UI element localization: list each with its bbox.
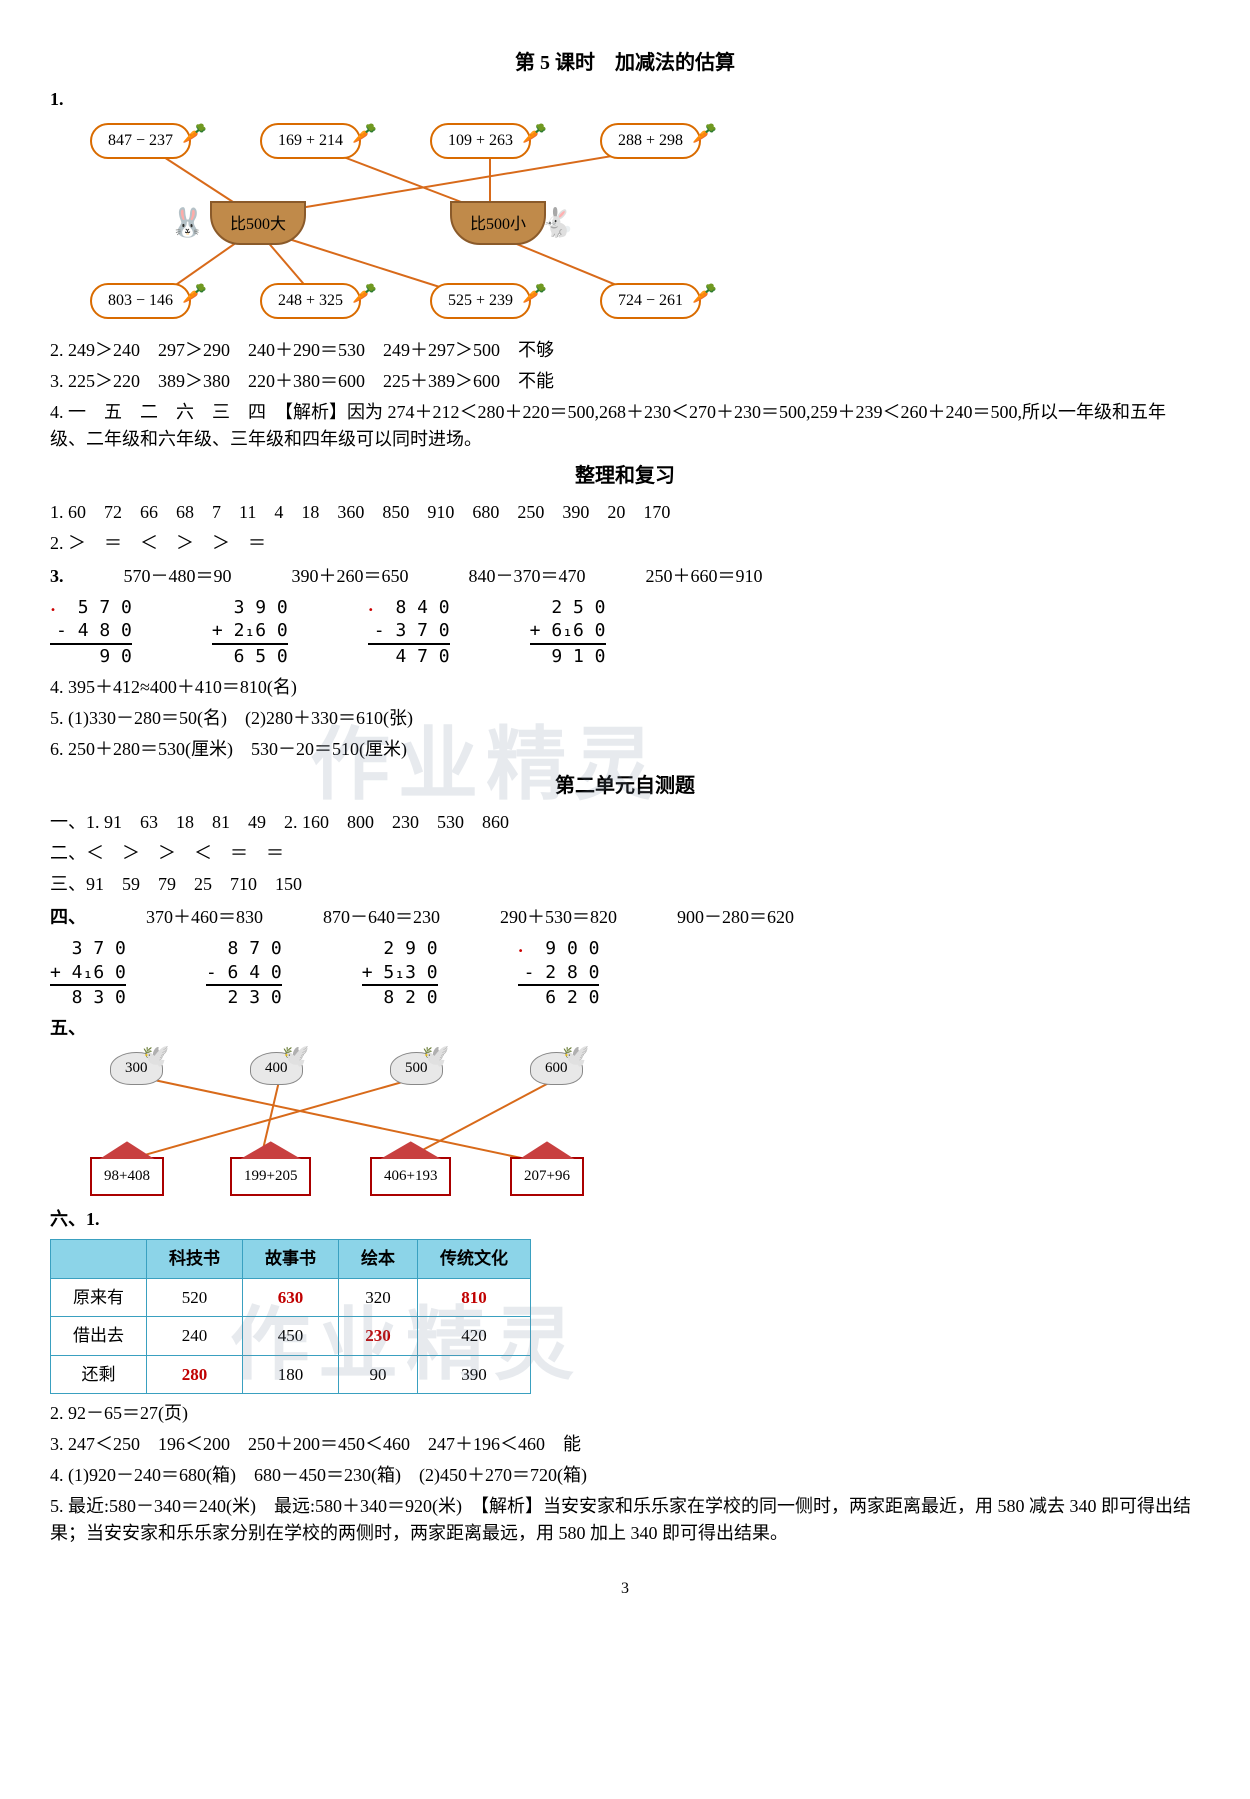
vertical-calc: 2 5 0+ 6₁6 0 9 1 0 [530,596,606,668]
u2-p6: 六、1. 科技书故事书绘本传统文化原来有520630320810 借出去24045… [50,1206,1200,1394]
q1-label: 1. [50,89,64,109]
rev-q6: 6. 250＋280＝530(厘米) 530－20＝510(厘米) 作业精灵 [50,736,1200,763]
rev-q2: 2. ＞ ＝ ＜ ＞ ＞ ＝ [50,530,1200,557]
rev-q1: 1. 60 72 66 68 7 11 4 18 360 850 910 680… [50,499,1200,526]
rev-q3-eq3: 250＋660＝910 [646,563,763,590]
rev-q5: 5. (1)330－280＝50(名) (2)280＋330＝610(张) [50,705,1200,732]
vertical-calc: • 9 0 0- 2 8 0 6 2 0 [518,937,600,1009]
vertical-calc: • 8 4 0- 3 7 0 4 7 0 [368,596,450,668]
table-header: 科技书 [147,1240,243,1279]
u2-p6-4: 4. (1)920－240＝680(箱) 680－450＝230(箱) (2)4… [50,1462,1200,1489]
house-2: 406+193 [370,1157,451,1196]
carrot-bot-0: 803 − 146 [90,283,191,319]
page-number: 3 [50,1577,1200,1601]
carrot-bot-2: 525 + 239 [430,283,531,319]
u2-p5-label: 五、 [50,1018,86,1038]
carrot-top-0: 847 − 237 [90,123,191,159]
u2-p4-eq3: 900－280＝620 [677,904,794,931]
house-1: 199+205 [230,1157,311,1196]
carrot-bot-3: 724 − 261 [600,283,701,319]
u2-p3: 三、91 59 79 25 710 150 [50,871,1200,898]
table-cell: 390 [418,1355,531,1394]
rabbit-icon-2: 🐇 [540,203,575,245]
unit2-title: 第二单元自测题 [50,771,1200,801]
l5-q4: 4. 一 五 二 六 三 四 【解析】因为 274＋212＜280＋220＝50… [50,399,1200,453]
rev-q3-eqs: 3. 570－480＝90 390＋260＝650 840－370＝470 25… [50,563,1200,590]
rev-q3-eq1: 390＋260＝650 [292,563,409,590]
u2-p6-2: 2. 92－65＝27(页) [50,1400,1200,1427]
rev-q6-text: 6. 250＋280＝530(厘米) 530－20＝510(厘米) [50,739,407,759]
basket-0: 比500大 [210,201,306,245]
u2-p4-label: 四、 [50,904,86,931]
carrot-bot-1: 248 + 325 [260,283,361,319]
rabbit-icon: 🐰 [170,203,205,245]
table-cell: 90 [339,1355,418,1394]
table-header: 故事书 [243,1240,339,1279]
u2-p2: 二、＜ ＞ ＞ ＜ ＝ ＝ [50,840,1200,867]
carrot-top-2: 109 + 263 [430,123,531,159]
table-row-label: 原来有 [51,1278,147,1317]
table-cell: 520 [147,1278,243,1317]
vertical-calc: 8 7 0- 6 4 0 2 3 0 [206,937,282,1009]
u2-p4-eq2: 290＋530＝820 [500,904,617,931]
u2-p6-5: 5. 最近:580－340＝240(米) 最远:580＋340＝920(米) 【… [50,1493,1200,1547]
vertical-calc: • 5 7 0- 4 8 0 9 0 [50,596,132,668]
table-cell: 180 [243,1355,339,1394]
bird-0: 300 [110,1052,163,1085]
vertical-calc: 3 9 0+ 2₁6 0 6 5 0 [212,596,288,668]
table-header: 传统文化 [418,1240,531,1279]
bird-1: 400 [250,1052,303,1085]
house-0: 98+408 [90,1157,164,1196]
table-header: 绘本 [339,1240,418,1279]
basket-1: 比500小 [450,201,546,245]
rev-q3-label: 3. [50,563,64,590]
table-cell: 230 [339,1317,418,1356]
table-cell: 240 [147,1317,243,1356]
bird-2: 500 [390,1052,443,1085]
review-calcs: • 5 7 0- 4 8 0 9 0 3 9 0+ 2₁6 0 6 5 0 • 8… [50,596,1200,668]
q1: 1. 847 − 237 169 + 214 109 + 263 288 + 2… [50,86,1200,333]
review-title: 整理和复习 [50,461,1200,491]
vertical-calc: 3 7 0+ 4₁6 0 8 3 0 [50,937,126,1009]
table-cell: 450 [243,1317,339,1356]
carrot-top-3: 288 + 298 [600,123,701,159]
unit2-calcs: 3 7 0+ 4₁6 0 8 3 0 8 7 0- 6 4 0 2 3 0 2 … [50,937,1200,1009]
table-cell: 280 [147,1355,243,1394]
u2-p6-label: 六、1. [50,1209,100,1229]
rev-q3-eq2: 840－370＝470 [469,563,586,590]
table-cell: 810 [418,1278,531,1317]
table-row-label: 还剩 [51,1355,147,1394]
rev-q3-eq0: 570－480＝90 [124,563,232,590]
table-header [51,1240,147,1279]
u2-p5: 五、 300 400 500 600 98+408 199+205 406+19… [50,1015,1200,1202]
books-table: 科技书故事书绘本传统文化原来有520630320810 借出去2404502304… [50,1239,531,1394]
u2-p4-eq0: 370＋460＝830 [146,904,263,931]
u2-p6-3: 3. 247＜250 196＜200 250＋200＝450＜460 247＋1… [50,1431,1200,1458]
carrot-diagram: 847 − 237 169 + 214 109 + 263 288 + 298 … [50,113,1200,333]
table-cell: 320 [339,1278,418,1317]
rev-q4: 4. 395＋412≈400＋410＝810(名) [50,674,1200,701]
u2-p4-eq1: 870－640＝230 [323,904,440,931]
table-cell: 630 [243,1278,339,1317]
vertical-calc: 2 9 0+ 5₁3 0 8 2 0 [362,937,438,1009]
bird-diagram: 300 400 500 600 98+408 199+205 406+193 2… [50,1042,1200,1202]
u2-p4-eqs: 四、 370＋460＝830 870－640＝230 290＋530＝820 9… [50,904,1200,931]
lesson5-title: 第 5 课时 加减法的估算 [50,48,1200,78]
l5-q3: 3. 225＞220 389＞380 220＋380＝600 225＋389＞6… [50,368,1200,395]
table-cell: 420 [418,1317,531,1356]
u2-p1: 一、1. 91 63 18 81 49 2. 160 800 230 530 8… [50,809,1200,836]
house-3: 207+96 [510,1157,584,1196]
l5-q2: 2. 249＞240 297＞290 240＋290＝530 249＋297＞5… [50,337,1200,364]
bird-3: 600 [530,1052,583,1085]
carrot-top-1: 169 + 214 [260,123,361,159]
table-row-label: 借出去 [51,1317,147,1356]
